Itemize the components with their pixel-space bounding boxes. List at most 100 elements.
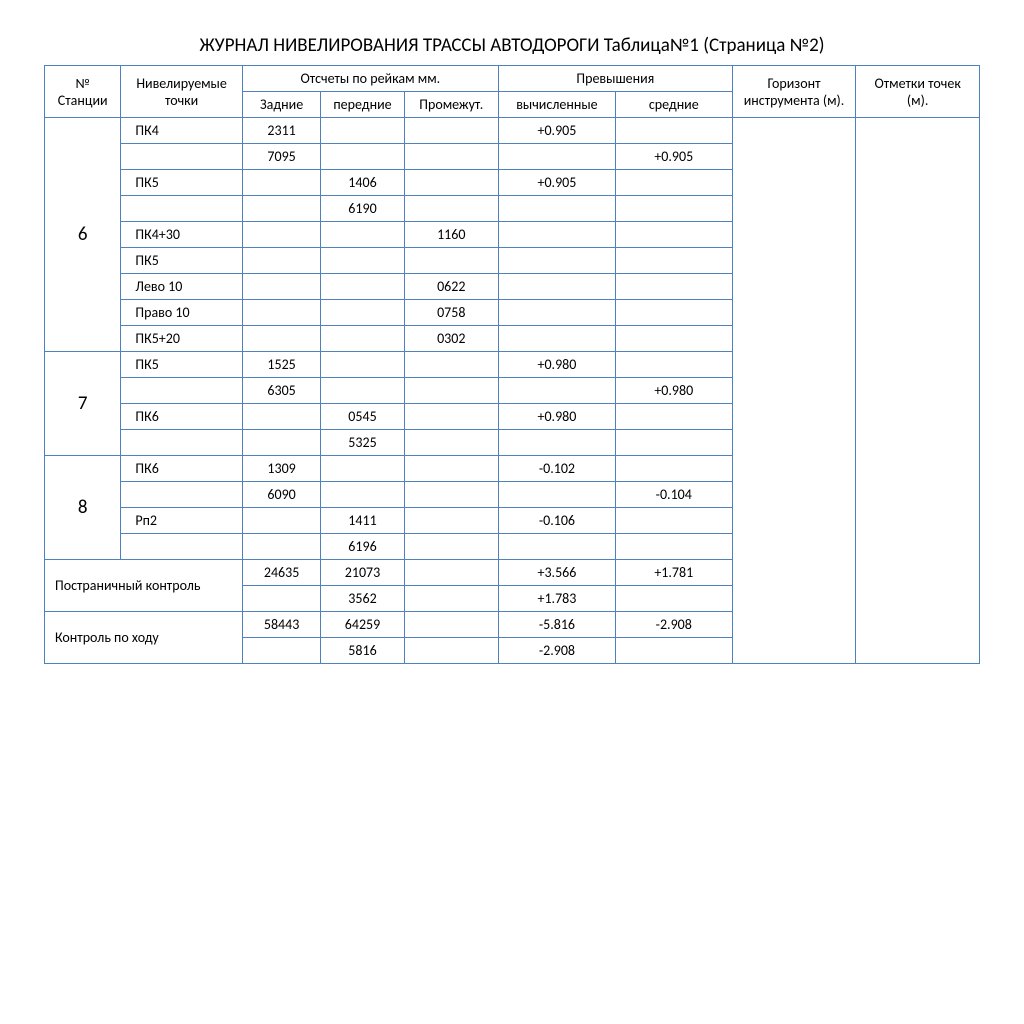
cell — [242, 274, 321, 300]
cell — [615, 638, 732, 664]
cell — [498, 534, 615, 560]
cell: Лево 10 — [121, 274, 242, 300]
cell: +0.905 — [498, 118, 615, 144]
page-title: ЖУРНАЛ НИВЕЛИРОВАНИЯ ТРАССЫ АВТОДОРОГИ Т… — [44, 34, 980, 57]
cell — [242, 586, 321, 612]
cell: 1160 — [404, 222, 498, 248]
cell — [242, 326, 321, 352]
cell: -2.908 — [615, 612, 732, 638]
cell — [242, 222, 321, 248]
cell — [121, 378, 242, 404]
col-front: передние — [321, 92, 404, 118]
cell — [321, 222, 404, 248]
cell — [242, 404, 321, 430]
cell: +0.980 — [498, 352, 615, 378]
cell — [404, 534, 498, 560]
cell: 7095 — [242, 144, 321, 170]
cell: +0.980 — [615, 378, 732, 404]
cell: ПК5+20 — [121, 326, 242, 352]
cell: 3562 — [321, 586, 404, 612]
cell: -2.908 — [498, 638, 615, 664]
cell — [498, 430, 615, 456]
cell — [615, 300, 732, 326]
cell — [615, 586, 732, 612]
control-label: Постраничный контроль — [45, 560, 243, 612]
cell — [121, 430, 242, 456]
table-row: 6ПК42311+0.905 — [45, 118, 980, 144]
cell: 5816 — [321, 638, 404, 664]
cell — [404, 352, 498, 378]
cell — [498, 300, 615, 326]
cell — [615, 274, 732, 300]
cell: ПК4 — [121, 118, 242, 144]
cell: +0.980 — [498, 404, 615, 430]
cell — [242, 508, 321, 534]
cell — [498, 196, 615, 222]
cell — [404, 456, 498, 482]
col-calc: вычисленные — [498, 92, 615, 118]
cell — [615, 404, 732, 430]
cell — [404, 378, 498, 404]
cell — [615, 352, 732, 378]
cell — [321, 274, 404, 300]
cell: Право 10 — [121, 300, 242, 326]
cell — [404, 560, 498, 586]
cell — [615, 196, 732, 222]
cell: +0.905 — [615, 144, 732, 170]
col-readings-group: Отсчеты по рейкам мм. — [242, 66, 498, 92]
cell: 0622 — [404, 274, 498, 300]
cell — [404, 404, 498, 430]
cell: 1309 — [242, 456, 321, 482]
cell — [321, 482, 404, 508]
cell — [404, 638, 498, 664]
control-label: Контроль по ходу — [45, 612, 243, 664]
leveling-table: № Станции Нивелируемые точки Отсчеты по … — [44, 65, 980, 664]
cell: 1411 — [321, 508, 404, 534]
cell: ПК6 — [121, 456, 242, 482]
cell — [404, 248, 498, 274]
cell — [321, 456, 404, 482]
cell — [498, 482, 615, 508]
cell — [242, 430, 321, 456]
cell: -0.106 — [498, 508, 615, 534]
cell — [498, 222, 615, 248]
cell — [242, 534, 321, 560]
cell: 6190 — [321, 196, 404, 222]
cell — [321, 248, 404, 274]
col-horizon: Горизонт инструмента (м). — [732, 66, 856, 118]
cell: 0302 — [404, 326, 498, 352]
cell: ПК4+30 — [121, 222, 242, 248]
cell: +3.566 — [498, 560, 615, 586]
col-avg: средние — [615, 92, 732, 118]
cell — [615, 326, 732, 352]
station-id: 8 — [45, 456, 121, 560]
cell: ПК5 — [121, 352, 242, 378]
cell: 5325 — [321, 430, 404, 456]
cell — [121, 482, 242, 508]
col-back: Задние — [242, 92, 321, 118]
cell — [498, 248, 615, 274]
cell: 21073 — [321, 560, 404, 586]
cell — [321, 352, 404, 378]
cell — [615, 508, 732, 534]
cell: ПК5 — [121, 170, 242, 196]
col-points: Нивелируемые точки — [121, 66, 242, 118]
cell — [121, 534, 242, 560]
col-elev-group: Превышения — [498, 66, 732, 92]
col-station: № Станции — [45, 66, 121, 118]
horizon-cell — [732, 118, 856, 664]
cell — [615, 430, 732, 456]
cell: 1406 — [321, 170, 404, 196]
station-id: 7 — [45, 352, 121, 456]
cell — [498, 326, 615, 352]
cell: 58443 — [242, 612, 321, 638]
cell: 24635 — [242, 560, 321, 586]
cell: 64259 — [321, 612, 404, 638]
cell — [615, 222, 732, 248]
cell — [321, 326, 404, 352]
cell — [121, 144, 242, 170]
cell — [498, 274, 615, 300]
cell — [404, 118, 498, 144]
cell — [404, 196, 498, 222]
station-id: 6 — [45, 118, 121, 352]
